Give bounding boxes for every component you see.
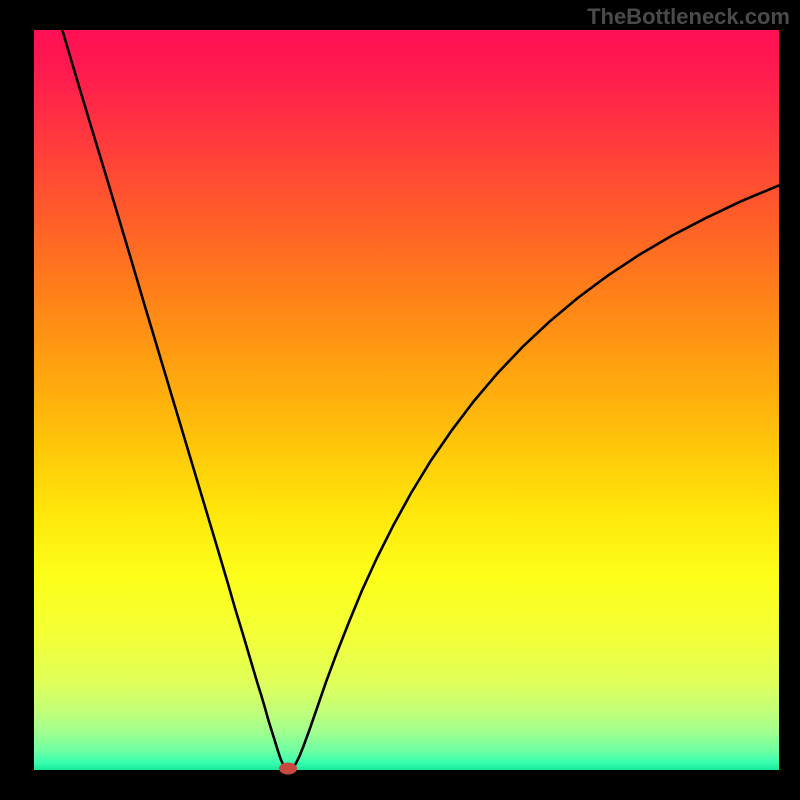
plot-area: [34, 30, 779, 770]
chart-container: TheBottleneck.com: [0, 0, 800, 800]
watermark-text: TheBottleneck.com: [587, 4, 790, 30]
chart-svg: [0, 0, 800, 800]
optimal-point-marker: [279, 763, 297, 775]
